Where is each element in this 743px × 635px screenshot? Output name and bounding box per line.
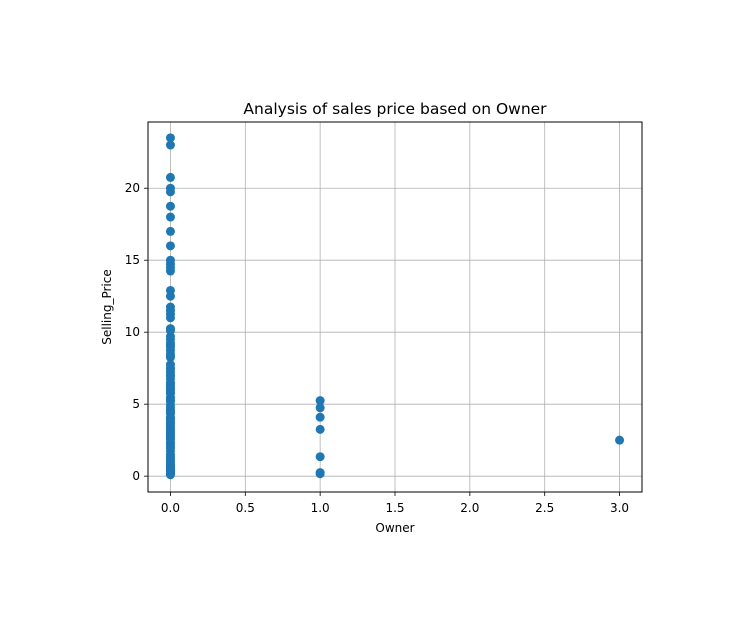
y-tick-label: 5 (132, 397, 140, 411)
chart-title: Analysis of sales price based on Owner (243, 100, 547, 118)
x-tick-label: 2.5 (535, 501, 554, 515)
y-tick-label: 15 (125, 253, 140, 267)
data-point (165, 470, 175, 480)
data-point (315, 452, 325, 462)
y-tick-label: 20 (125, 181, 140, 195)
data-point (165, 172, 175, 182)
data-point (165, 226, 175, 236)
x-tick-label: 3.0 (610, 501, 629, 515)
data-point (315, 396, 325, 406)
x-tick-label: 2.0 (460, 501, 479, 515)
data-point (315, 424, 325, 434)
data-point (315, 412, 325, 422)
x-tick-label: 1.0 (311, 501, 330, 515)
y-axis-label: Selling_Price (100, 269, 114, 345)
data-point (165, 352, 175, 362)
data-point (165, 133, 175, 143)
x-axis-ticks: 0.0 0.5 1.0 1.5 2.0 2.5 3.0 (161, 492, 629, 515)
x-axis-label: Owner (375, 521, 414, 535)
data-point (615, 435, 625, 445)
y-axis-ticks: 0 5 10 15 20 (125, 181, 148, 483)
data-point (165, 212, 175, 222)
data-point (165, 291, 175, 301)
data-point (165, 140, 175, 150)
x-tick-label: 0.0 (161, 501, 180, 515)
data-points (165, 133, 625, 480)
data-point (165, 201, 175, 211)
grid-lines (148, 122, 642, 492)
data-point (165, 241, 175, 251)
data-point (165, 187, 175, 197)
x-tick-label: 1.5 (385, 501, 404, 515)
y-tick-label: 0 (132, 469, 140, 483)
data-point (165, 313, 175, 323)
data-point (315, 469, 325, 479)
x-tick-label: 0.5 (236, 501, 255, 515)
y-tick-label: 10 (125, 325, 140, 339)
data-point (315, 403, 325, 413)
data-point (165, 266, 175, 276)
